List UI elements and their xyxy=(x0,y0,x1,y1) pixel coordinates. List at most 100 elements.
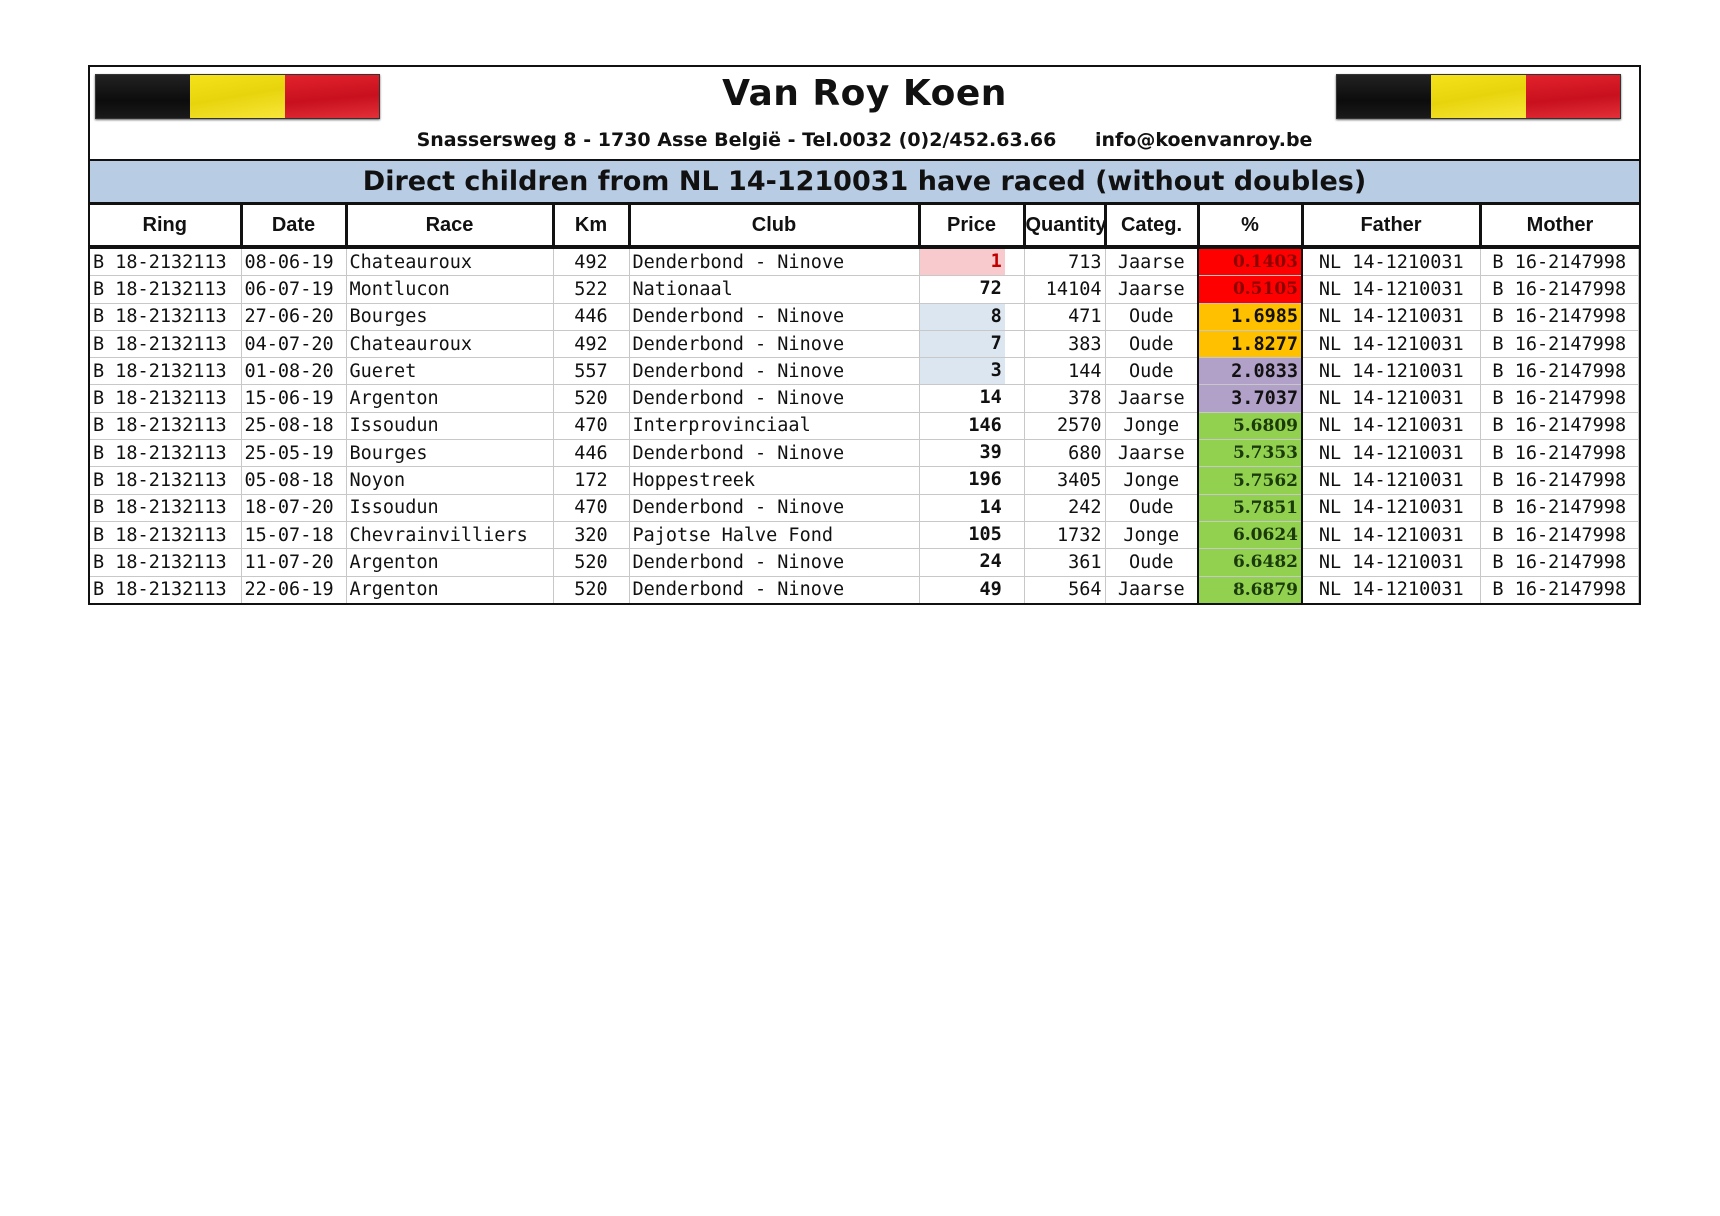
cell-categ: Oude xyxy=(1104,493,1199,522)
cell-categ: Jaarse xyxy=(1104,575,1199,603)
cell-price: 72 xyxy=(918,275,1025,304)
cell-km: 446 xyxy=(552,302,630,331)
cell-categ: Jaarse xyxy=(1104,384,1199,413)
cell-father: NL 14-1210031 xyxy=(1301,246,1481,277)
owner-name: Van Roy Koen xyxy=(722,73,1007,114)
cell-km: 492 xyxy=(552,329,630,359)
cell-club: Denderbond - Ninove xyxy=(628,493,920,522)
cell-father: NL 14-1210031 xyxy=(1301,520,1481,550)
cell-ring: B 18-2132113 xyxy=(90,466,242,495)
cell-pct: 5.7353 xyxy=(1197,439,1303,468)
cell-date: 11-07-20 xyxy=(240,548,347,577)
cell-race: Argenton xyxy=(345,575,554,603)
cell-price: 7 xyxy=(918,329,1025,359)
cell-father: NL 14-1210031 xyxy=(1301,548,1481,577)
contact-line: Snassersweg 8 - 1730 Asse België - Tel.0… xyxy=(90,129,1639,151)
cell-father: NL 14-1210031 xyxy=(1301,275,1481,304)
cell-race: Montlucon xyxy=(345,275,554,304)
price-value: 24 xyxy=(920,549,1005,576)
cell-price: 49 xyxy=(918,575,1025,603)
table-row: B 18-2132113 06-07-19 Montlucon 522 Nationaa… xyxy=(90,275,1639,304)
cell-km: 320 xyxy=(552,520,630,550)
cell-km: 446 xyxy=(552,439,630,468)
cell-ring: B 18-2132113 xyxy=(90,575,242,603)
cell-pct: 5.6809 xyxy=(1197,411,1303,441)
price-value: 3 xyxy=(920,358,1005,384)
price-value: 49 xyxy=(920,577,1005,603)
cell-date: 25-05-19 xyxy=(240,439,347,468)
cell-race: Issoudun xyxy=(345,411,554,441)
cell-father: NL 14-1210031 xyxy=(1301,357,1481,386)
cell-quantity: 144 xyxy=(1023,357,1106,386)
cell-pct: 2.0833 xyxy=(1197,357,1303,386)
cell-ring: B 18-2132113 xyxy=(90,357,242,386)
cell-km: 522 xyxy=(552,275,630,304)
cell-date: 27-06-20 xyxy=(240,302,347,331)
cell-km: 520 xyxy=(552,548,630,577)
cell-ring: B 18-2132113 xyxy=(90,275,242,304)
cell-mother: B 16-2147998 xyxy=(1479,384,1639,413)
table-row: B 18-2132113 18-07-20 Issoudun 470 Denderbon… xyxy=(90,493,1639,522)
report-title: Direct children from NL 14-1210031 have … xyxy=(90,159,1639,205)
cell-ring: B 18-2132113 xyxy=(90,520,242,550)
cell-categ: Oude xyxy=(1104,548,1199,577)
cell-ring: B 18-2132113 xyxy=(90,493,242,522)
cell-pct: 1.8277 xyxy=(1197,329,1303,359)
cell-categ: Jonge xyxy=(1104,466,1199,495)
table-row: B 18-2132113 22-06-19 Argenton 520 Denderbon… xyxy=(90,575,1639,603)
cell-km: 520 xyxy=(552,384,630,413)
cell-date: 25-08-18 xyxy=(240,411,347,441)
cell-club: Denderbond - Ninove xyxy=(628,302,920,331)
price-value: 14 xyxy=(920,495,1005,521)
cell-father: NL 14-1210031 xyxy=(1301,439,1481,468)
cell-mother: B 16-2147998 xyxy=(1479,246,1639,277)
table-row: B 18-2132113 27-06-20 Bourges 446 Denderbond… xyxy=(90,302,1639,331)
cell-ring: B 18-2132113 xyxy=(90,246,242,277)
price-value: 14 xyxy=(920,385,1005,412)
cell-club: Denderbond - Ninove xyxy=(628,329,920,359)
cell-father: NL 14-1210031 xyxy=(1301,575,1481,603)
cell-categ: Jaarse xyxy=(1104,246,1199,277)
cell-ring: B 18-2132113 xyxy=(90,384,242,413)
cell-price: 196 xyxy=(918,466,1025,495)
price-value: 105 xyxy=(920,522,1005,548)
cell-date: 06-07-19 xyxy=(240,275,347,304)
column-header-father: Father xyxy=(1300,205,1480,249)
table-row: B 18-2132113 25-05-19 Bourges 446 Denderbond… xyxy=(90,439,1639,468)
cell-date: 05-08-18 xyxy=(240,466,347,495)
column-header-km: Km xyxy=(551,205,629,249)
table-row: B 18-2132113 05-08-18 Noyon 172 Hoppestreek 1… xyxy=(90,466,1639,495)
cell-km: 557 xyxy=(552,357,630,386)
cell-price: 14 xyxy=(918,384,1025,413)
cell-categ: Oude xyxy=(1104,302,1199,331)
cell-race: Issoudun xyxy=(345,493,554,522)
table-row: B 18-2132113 08-06-19 Chateauroux 492 Dender… xyxy=(90,246,1639,277)
cell-pct: 8.6879 xyxy=(1197,575,1303,603)
cell-date: 15-06-19 xyxy=(240,384,347,413)
header-row: Ring Date Race Km Club Price Quantity Categ.% Fa… xyxy=(90,205,1639,249)
cell-race: Argenton xyxy=(345,384,554,413)
cell-price: 24 xyxy=(918,548,1025,577)
cell-mother: B 16-2147998 xyxy=(1479,493,1639,522)
cell-club: Denderbond - Ninove xyxy=(628,548,920,577)
column-header-date: Date xyxy=(239,205,346,249)
table-row: B 18-2132113 15-07-18 Chevrainvilliers 320 P… xyxy=(90,520,1639,550)
cell-father: NL 14-1210031 xyxy=(1301,411,1481,441)
cell-quantity: 680 xyxy=(1023,439,1106,468)
cell-ring: B 18-2132113 xyxy=(90,329,242,359)
cell-price: 3 xyxy=(918,357,1025,386)
cell-pct: 5.7851 xyxy=(1197,493,1303,522)
cell-club: Denderbond - Ninove xyxy=(628,384,920,413)
cell-ring: B 18-2132113 xyxy=(90,411,242,441)
cell-quantity: 3405 xyxy=(1023,466,1106,495)
cell-club: Denderbond - Ninove xyxy=(628,439,920,468)
cell-quantity: 383 xyxy=(1023,329,1106,359)
cell-quantity: 361 xyxy=(1023,548,1106,577)
cell-mother: B 16-2147998 xyxy=(1479,548,1639,577)
column-header-pct: % xyxy=(1196,205,1302,249)
cell-categ: Jaarse xyxy=(1104,275,1199,304)
cell-price: 39 xyxy=(918,439,1025,468)
cell-km: 492 xyxy=(552,246,630,277)
cell-club: Denderbond - Ninove xyxy=(628,246,920,277)
cell-quantity: 1732 xyxy=(1023,520,1106,550)
